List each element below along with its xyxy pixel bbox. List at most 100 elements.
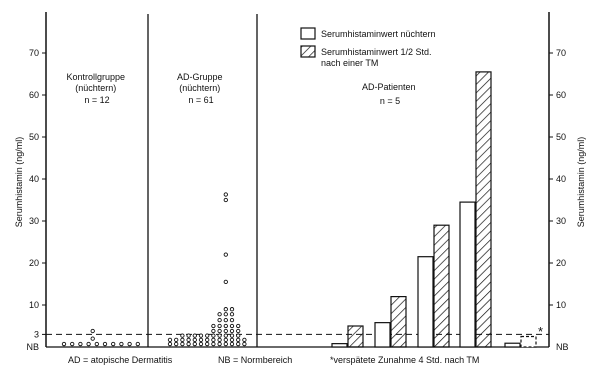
data-point xyxy=(217,337,222,343)
data-point xyxy=(229,341,235,347)
data-point xyxy=(211,323,216,329)
y-tick-label: 3 xyxy=(34,329,39,339)
data-point xyxy=(86,341,91,347)
data-point xyxy=(229,333,235,338)
y-tick-label: 60 xyxy=(556,90,566,100)
bar-after-tm xyxy=(520,335,537,348)
data-point xyxy=(236,328,241,334)
data-point xyxy=(223,192,228,197)
data-point xyxy=(223,197,228,203)
data-point xyxy=(217,328,222,334)
bar-groups-ad-patienten xyxy=(331,71,537,348)
y-tick-label: 70 xyxy=(29,48,39,58)
data-point xyxy=(217,341,222,347)
data-point xyxy=(205,333,210,338)
y-ticks-left: 70 60 50 40 30 20 10 3 NB xyxy=(26,48,46,352)
data-point xyxy=(223,317,228,323)
data-point xyxy=(167,341,173,347)
legend-swatch-fasting xyxy=(300,27,316,40)
panel-title-ad-gruppe: AD-Gruppe (nüchtern) n = 61 xyxy=(177,72,225,105)
bar-after-tm xyxy=(433,224,450,348)
data-point xyxy=(111,341,116,347)
data-point xyxy=(102,341,108,347)
y-axis-label-right: Serumhistamin (ng/ml) xyxy=(576,137,586,228)
y-tick-label: 10 xyxy=(556,300,566,310)
footnote-nb: NB = Normbereich xyxy=(218,355,292,365)
data-point xyxy=(229,323,235,329)
panel-title-kontrollgruppe: Kontrollgruppe (nüchtern) n = 12 xyxy=(66,72,127,105)
panel-title-line: (nüchtern) xyxy=(179,83,220,93)
bar-after-tm xyxy=(475,71,492,348)
y-tick-label: 70 xyxy=(556,48,566,58)
data-point xyxy=(127,341,132,347)
data-point xyxy=(223,328,228,334)
data-point xyxy=(223,312,228,317)
panel-title-line: Kontrollgruppe xyxy=(66,72,125,82)
y-ticks-right: 70 60 50 40 30 20 10 NB xyxy=(549,48,569,352)
data-point xyxy=(192,337,197,343)
data-point xyxy=(236,323,241,329)
legend-label-line: Serumhistaminwert 1/2 Std. xyxy=(321,47,432,57)
data-point xyxy=(180,341,185,347)
panel-title-line: (nüchtern) xyxy=(75,83,116,93)
data-point xyxy=(217,333,222,338)
data-point xyxy=(236,341,241,347)
panel-n-label: n = 5 xyxy=(380,96,400,106)
data-point xyxy=(223,307,228,312)
data-point xyxy=(180,333,185,338)
bar-after-tm xyxy=(347,325,364,348)
y-tick-label: 20 xyxy=(29,258,39,268)
data-point xyxy=(192,333,197,338)
data-point xyxy=(223,323,228,329)
data-point xyxy=(174,337,179,343)
panel-title-ad-patienten: AD-Patienten n = 5 xyxy=(362,82,418,106)
y-tick-label: 20 xyxy=(556,258,566,268)
scatter-ad-gruppe xyxy=(167,192,247,347)
data-point xyxy=(205,341,210,347)
footnote-ad: AD = atopische Dermatitis xyxy=(68,355,173,365)
legend-label-after-tm: Serumhistaminwert 1/2 Std. nach einer TM xyxy=(321,47,434,68)
data-point xyxy=(198,341,204,347)
y-tick-label: NB xyxy=(26,342,39,352)
panel-title-line: AD-Patienten xyxy=(362,82,416,92)
data-point xyxy=(205,337,210,343)
data-point xyxy=(167,337,173,343)
data-point xyxy=(223,333,228,338)
bar-fasting xyxy=(459,201,476,348)
data-point xyxy=(223,337,228,343)
y-axis-label-left: Serumhistamin (ng/ml) xyxy=(14,137,24,228)
legend-label-fasting: Serumhistaminwert nüchtern xyxy=(321,29,436,39)
data-point xyxy=(119,341,124,347)
y-tick-label: 30 xyxy=(556,216,566,226)
bar-fasting xyxy=(331,343,348,348)
data-point xyxy=(192,341,197,347)
y-tick-label: 40 xyxy=(29,174,39,184)
y-tick-label: 10 xyxy=(29,300,39,310)
data-point xyxy=(78,341,83,347)
panel-n-label: n = 12 xyxy=(84,95,109,105)
legend: Serumhistaminwert nüchtern Serumhistamin… xyxy=(300,27,436,68)
data-point xyxy=(61,341,67,347)
y-tick-label: NB xyxy=(556,342,569,352)
data-point xyxy=(135,341,140,347)
data-point xyxy=(229,337,235,343)
data-point xyxy=(211,337,216,343)
data-point xyxy=(223,252,228,257)
legend-swatch-after-tm xyxy=(300,45,316,58)
data-point xyxy=(174,341,179,347)
legend-label-line: Serumhistaminwert nüchtern xyxy=(321,29,436,39)
bar-fasting xyxy=(504,342,521,348)
data-point xyxy=(217,323,222,329)
y-tick-label: 50 xyxy=(29,132,39,142)
data-point xyxy=(217,317,222,323)
bar-fasting xyxy=(374,322,391,348)
data-point xyxy=(223,279,228,285)
data-point xyxy=(223,341,228,347)
data-point xyxy=(186,341,191,347)
data-point xyxy=(211,341,216,347)
panel-title-line: AD-Gruppe xyxy=(177,72,223,82)
data-point xyxy=(198,333,204,338)
scatter-kontrollgruppe xyxy=(61,328,140,347)
y-tick-label: 60 xyxy=(29,90,39,100)
data-point xyxy=(217,312,222,317)
